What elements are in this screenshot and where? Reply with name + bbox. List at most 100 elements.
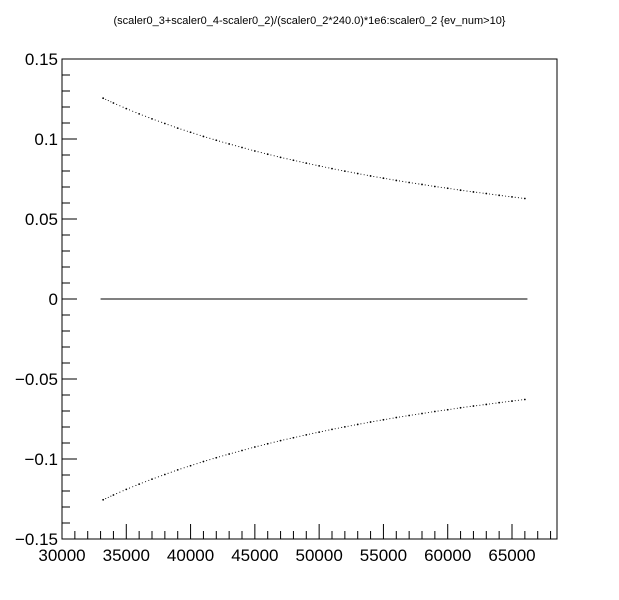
- data-point: [209, 137, 211, 139]
- chart-title: (scaler0_3+scaler0_4-scaler0_2)/(scaler0…: [114, 15, 506, 27]
- data-point: [427, 184, 429, 187]
- data-point: [521, 399, 523, 401]
- data-point: [408, 414, 411, 417]
- data-point: [235, 145, 237, 147]
- data-point: [392, 417, 394, 419]
- data-point: [263, 444, 266, 446]
- x-tick-label: 60000: [424, 546, 471, 565]
- data-point: [215, 139, 218, 142]
- data-point: [485, 192, 488, 195]
- data-point: [148, 479, 150, 481]
- data-point: [138, 483, 141, 486]
- data-point: [163, 122, 166, 125]
- data-point: [366, 174, 368, 176]
- data-point: [122, 106, 124, 108]
- data-point: [273, 441, 275, 443]
- data-point: [395, 179, 398, 182]
- data-point: [495, 402, 497, 404]
- x-tick-label: 40000: [167, 546, 214, 565]
- data-point: [395, 416, 398, 419]
- data-point: [382, 177, 385, 180]
- data-point: [398, 180, 401, 182]
- data-point: [305, 162, 308, 165]
- data-point: [337, 427, 339, 429]
- data-point: [456, 189, 458, 191]
- data-point: [148, 117, 150, 119]
- data-point: [418, 183, 420, 185]
- data-point: [521, 197, 523, 199]
- data-point: [318, 164, 321, 167]
- x-tick-label: 65000: [488, 546, 535, 565]
- data-point: [337, 169, 339, 171]
- data-point: [501, 401, 503, 403]
- data-point: [253, 150, 256, 152]
- data-points: [100, 97, 528, 501]
- data-point: [479, 192, 481, 194]
- data-point: [347, 171, 349, 173]
- data-point: [517, 197, 519, 199]
- data-point: [446, 408, 449, 411]
- data-point: [110, 495, 112, 497]
- data-point: [218, 456, 221, 458]
- data-point: [222, 455, 224, 457]
- data-point: [421, 183, 423, 186]
- data-point: [418, 413, 420, 415]
- data-point: [379, 419, 381, 421]
- data-point: [369, 175, 372, 177]
- data-point: [415, 182, 417, 185]
- data-point: [222, 141, 224, 143]
- y-tick-label: 0.1: [34, 130, 58, 149]
- data-point: [132, 486, 134, 488]
- data-point: [363, 174, 365, 176]
- data-point: [189, 131, 192, 134]
- data-point: [135, 112, 137, 114]
- data-point: [105, 98, 107, 100]
- data-point: [405, 415, 407, 417]
- data-point: [238, 146, 240, 148]
- data-point: [315, 164, 317, 166]
- data-point: [151, 478, 153, 481]
- data-point: [102, 97, 105, 100]
- data-point: [341, 169, 343, 172]
- data-point: [517, 399, 519, 401]
- data-point: [402, 180, 404, 183]
- data-point: [408, 181, 411, 184]
- data-point: [122, 490, 124, 492]
- data-point: [501, 195, 503, 197]
- data-point: [145, 481, 147, 483]
- x-tick-label: 35000: [103, 546, 150, 565]
- data-point: [273, 155, 275, 157]
- data-point: [363, 422, 365, 424]
- data-point: [283, 157, 285, 159]
- data-point: [189, 464, 192, 467]
- y-tick-label: −0.15: [15, 530, 58, 549]
- data-point: [321, 166, 323, 168]
- data-point: [523, 197, 526, 200]
- data-point: [112, 494, 115, 496]
- data-point: [228, 143, 231, 145]
- data-point: [299, 435, 301, 437]
- data-point: [405, 181, 407, 183]
- data-point: [488, 403, 491, 405]
- data-point: [308, 433, 311, 435]
- data-point: [450, 188, 452, 190]
- data-point: [266, 442, 269, 445]
- data-point: [424, 412, 426, 414]
- data-point: [369, 421, 372, 423]
- data-point: [196, 463, 198, 465]
- data-point: [312, 163, 314, 166]
- data-point: [302, 435, 304, 437]
- data-point: [110, 101, 112, 103]
- data-point: [112, 102, 115, 104]
- data-point: [154, 477, 156, 479]
- data-point: [472, 405, 475, 407]
- data-point: [437, 410, 439, 412]
- data-point: [325, 166, 327, 168]
- data-point: [105, 498, 107, 500]
- data-point: [427, 411, 429, 414]
- data-point: [225, 454, 227, 456]
- data-point: [132, 110, 134, 112]
- data-point: [202, 135, 205, 138]
- data-point: [289, 159, 291, 161]
